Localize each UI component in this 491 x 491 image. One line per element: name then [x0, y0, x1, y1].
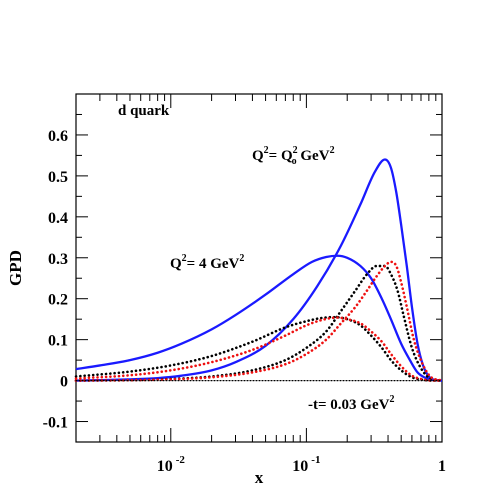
y-axis-title: GPD: [6, 250, 25, 286]
y-tick-label: 0.5: [48, 169, 68, 186]
series-5-red-dotted-line: [74, 316, 444, 382]
y-tick-label: 0.1: [48, 333, 68, 350]
series-2-black-dotted-line: [74, 264, 444, 382]
y-tick-label: -0.1: [43, 415, 68, 432]
x-tick-label: 10 -1: [292, 454, 320, 475]
series-4-red-dotted-line: [74, 260, 444, 382]
t-value-label: -t= 0.03 GeV2: [308, 394, 394, 413]
series-1-blue-solid-line: [75, 254, 443, 382]
y-tick-label: 0.4: [48, 210, 68, 227]
y-tick-label: 0.6: [48, 128, 68, 145]
x-tick-label: 1: [438, 458, 446, 475]
y-tick-label: 0.3: [48, 251, 68, 268]
quark-label: d quark: [118, 103, 170, 119]
q2-final-label: Q2= 4 GeV2: [170, 253, 244, 272]
curves-layer: [74, 158, 444, 382]
plot-frame: [75, 93, 443, 443]
ticks-layer: [75, 93, 443, 443]
x-axis-title: x: [255, 468, 264, 487]
x-tick-label: 10 -2: [157, 454, 186, 475]
tick-labels-layer: -0.1 0 0.1 0.2 0.3 0.4 0.5 0.6 10 -2 10 -1 1: [43, 128, 446, 475]
y-tick-label: 0.2: [48, 292, 68, 309]
y-tick-label: 0: [60, 374, 68, 391]
q2-initial-label: Q2= Q2 o GeV2: [252, 145, 335, 167]
series-0-blue-solid-line: [75, 158, 443, 382]
